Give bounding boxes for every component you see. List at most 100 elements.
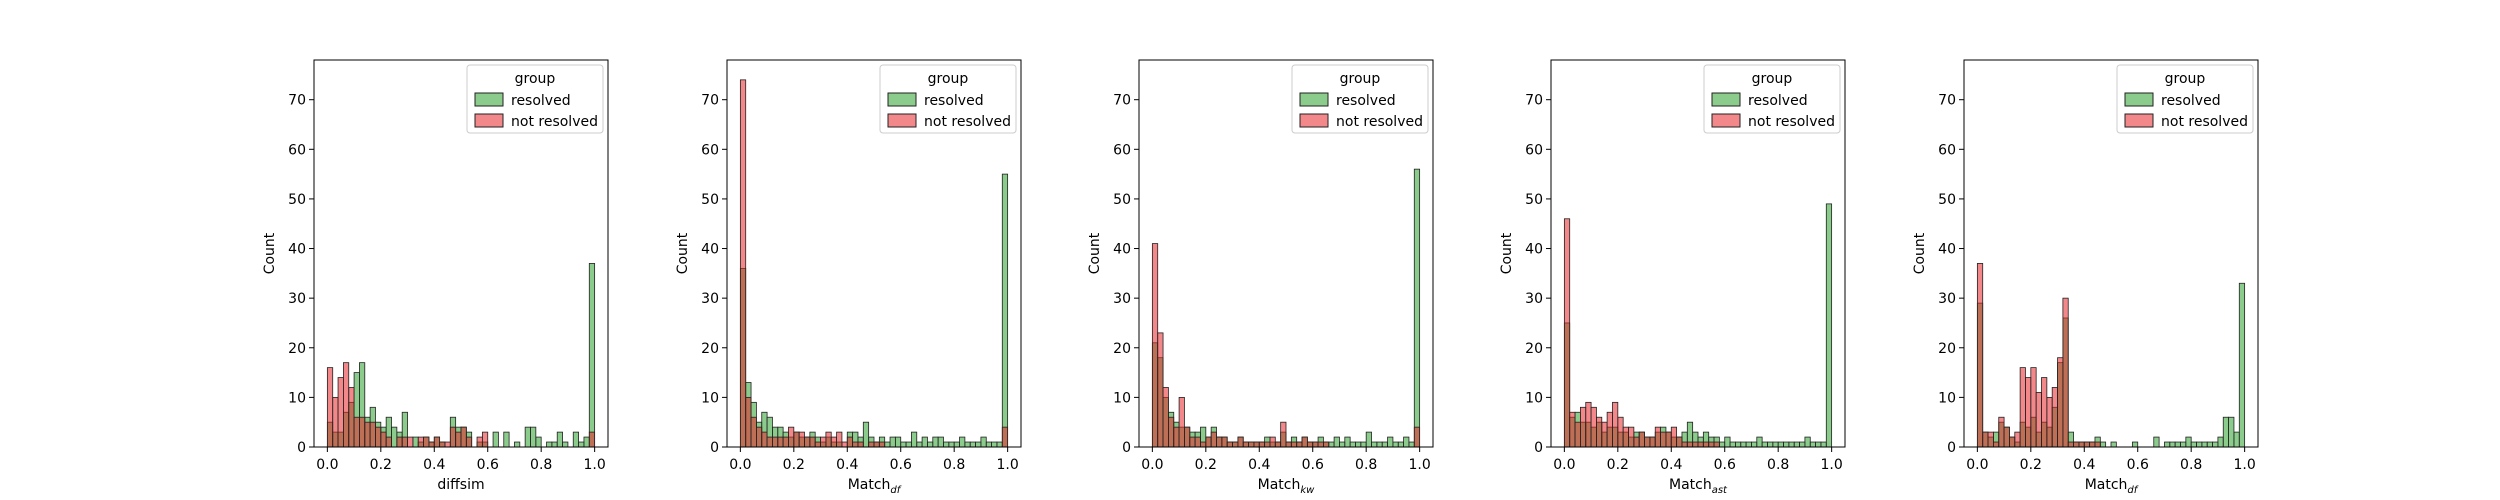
y-tick-label: 20 — [288, 341, 306, 357]
histogram-bar — [953, 441, 960, 448]
histogram-bar — [1237, 436, 1244, 448]
legend-swatch — [474, 113, 504, 128]
series-not-resolved — [1976, 263, 2101, 448]
histogram-bar — [975, 441, 982, 448]
histogram-bar — [1993, 441, 2000, 448]
histogram-bar — [1596, 416, 1603, 448]
x-axis-label-subscript: kw — [1300, 485, 1315, 496]
histogram-bar — [2238, 282, 2246, 448]
histogram-bar — [766, 436, 773, 448]
histogram-bar — [1306, 441, 1314, 448]
histogram-bar — [1151, 243, 1159, 448]
y-tick-label: 60 — [1113, 142, 1131, 158]
chart-panel-2: 0 10 20 30 40 50 60 70 0.0 0.2 0.4 0.6 0.8 1.0 Matchdf… — [675, 59, 1022, 496]
histogram-bar — [1767, 441, 1774, 448]
series-resolved — [326, 263, 596, 448]
histogram-bar — [530, 426, 537, 448]
y-tick-label: 50 — [1113, 192, 1131, 208]
histogram-bar — [2099, 441, 2107, 448]
histogram-bar — [846, 436, 854, 448]
histogram-bar — [449, 426, 457, 448]
histogram-bar — [836, 431, 843, 448]
histogram-bar — [894, 436, 902, 448]
y-tick-label: 0 — [1122, 440, 1131, 456]
histogram-bar — [380, 431, 387, 448]
histogram-bar — [1323, 441, 1330, 448]
histogram-bar — [804, 436, 811, 448]
histogram-bar — [359, 416, 366, 448]
y-tick-label: 10 — [1525, 390, 1543, 406]
histogram-bar — [2051, 387, 2058, 448]
histogram-bar — [1360, 441, 1367, 448]
y-tick-label: 60 — [1525, 142, 1543, 158]
y-tick-label: 40 — [288, 242, 306, 258]
x-tick-label: 1.0 — [997, 457, 1019, 473]
histogram-bar — [814, 441, 821, 448]
histogram-bar — [969, 441, 976, 448]
histogram-bar — [1783, 441, 1790, 448]
histogram-bar — [423, 436, 430, 448]
histogram-bar — [2035, 392, 2042, 448]
histogram-bar — [1168, 416, 1175, 448]
x-tick-label: 0.0 — [729, 457, 751, 473]
histogram-bar — [385, 436, 392, 448]
histogram-bar — [348, 387, 355, 448]
histogram-bar — [745, 396, 752, 448]
histogram-bar — [750, 416, 757, 448]
y-tick-label: 30 — [1525, 291, 1543, 307]
histogram-bar — [588, 431, 596, 448]
histogram-bar — [588, 263, 596, 448]
histogram-bar — [546, 441, 553, 448]
histogram-bar — [1982, 431, 1989, 448]
histogram-bar — [1285, 441, 1292, 448]
histogram-bar — [1232, 441, 1239, 448]
histogram-bar — [1413, 168, 1421, 448]
histogram-bar — [1387, 436, 1394, 448]
x-tick-label: 0.6 — [1302, 457, 1324, 473]
histogram-bar — [2174, 441, 2181, 448]
histogram-bar — [1793, 441, 1800, 448]
legend: group resolved not resolved — [1703, 64, 1841, 134]
histogram-bar — [1777, 441, 1784, 448]
legend-swatch — [2124, 113, 2154, 128]
x-axis-label-subscript: df — [890, 485, 901, 496]
histogram-bar — [777, 436, 784, 448]
histogram-bar — [2201, 441, 2208, 448]
series-not-resolved — [1151, 243, 1421, 448]
x-axis-label: Matchkw — [1258, 477, 1316, 496]
histogram-bar — [2089, 441, 2096, 448]
legend-title: group — [1752, 71, 1793, 87]
histogram-bar — [809, 436, 816, 448]
histogram-bar — [1392, 441, 1399, 448]
histogram-bar — [401, 436, 408, 448]
legend-label: resolved — [511, 93, 571, 109]
legend-swatch — [474, 92, 504, 107]
histogram-bar — [2025, 377, 2032, 448]
histogram-bar — [1708, 441, 1715, 448]
histogram-bar — [1349, 441, 1356, 448]
y-axis-label: Count — [262, 232, 278, 274]
y-tick-label: 60 — [288, 142, 306, 158]
histogram-bar — [364, 421, 371, 448]
histogram-bar — [492, 431, 499, 448]
x-tick-label: 0.2 — [783, 457, 805, 473]
histogram-bar — [1740, 441, 1747, 448]
series-resolved — [1976, 282, 2246, 448]
y-tick-label: 50 — [1525, 192, 1543, 208]
histogram-bar — [369, 421, 376, 448]
histogram-bar — [444, 441, 451, 448]
histogram-bar — [1328, 441, 1335, 448]
legend-swatch — [2124, 92, 2154, 107]
legend-label: not resolved — [1748, 114, 1835, 130]
histogram-bar — [2009, 436, 2016, 448]
histogram-bar — [782, 436, 789, 448]
y-tick-label: 60 — [701, 142, 719, 158]
legend-swatch — [887, 113, 917, 128]
histogram-bar — [1665, 431, 1672, 448]
histogram-bar — [884, 441, 891, 448]
histogram-bar — [1676, 436, 1683, 448]
histogram-bar — [1745, 441, 1752, 448]
x-axis-label-main: Match — [848, 477, 891, 493]
histogram-bar — [2169, 441, 2176, 448]
histogram-bar — [1189, 436, 1196, 448]
